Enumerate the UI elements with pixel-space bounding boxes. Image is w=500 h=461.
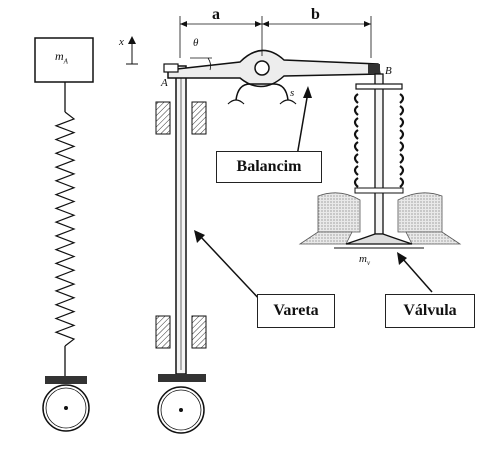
arrow-vareta [199,235,263,303]
valve-spring-coil [353,117,405,128]
callout-vareta: Vareta [257,294,335,328]
equivalent-spring [54,111,76,347]
valve-spring [353,93,405,194]
axis-label-x: x [119,36,124,48]
point-label-A: A [161,77,168,89]
arrow-balancim [296,91,309,157]
mass-label-mA: mA [55,49,68,66]
valve-spring-coil [353,165,405,176]
pivot [254,60,270,76]
dimension-label-b: b [311,6,320,23]
guide-upper-right [191,101,207,135]
valve-spring-coil [353,153,405,164]
valve-assembly [298,73,462,249]
valve-spring-coil [353,93,405,104]
guide-lower-left [155,315,171,349]
callout-valvula: Válvula [385,294,475,328]
x-axis-indicator [126,36,138,65]
equivalent-model [34,37,94,432]
valve-spring-coil [353,105,405,116]
valve-stem [374,73,384,235]
callout-balancim: Balancim [216,151,322,183]
guide-upper-left [155,101,171,135]
dimension-label-a: a [212,6,220,23]
valve-spring-coil [353,129,405,140]
dimension-lines [179,16,372,58]
leader-arrows [194,86,433,303]
spring-seat [354,187,404,194]
guide-lower-right [191,315,207,349]
rocker-arm [163,49,381,105]
valve-head [345,233,413,245]
valve-spring-coil [353,177,405,188]
push-rod [155,65,207,434]
spring-label-s: s [290,87,295,99]
angle-label-theta: θ [193,37,199,49]
mass-block-mA [34,37,94,83]
point-label-B: B [385,65,392,77]
mass-label-mv: mv [359,253,371,268]
arrow-valvula [401,257,433,293]
valve-spring-coil [353,141,405,152]
